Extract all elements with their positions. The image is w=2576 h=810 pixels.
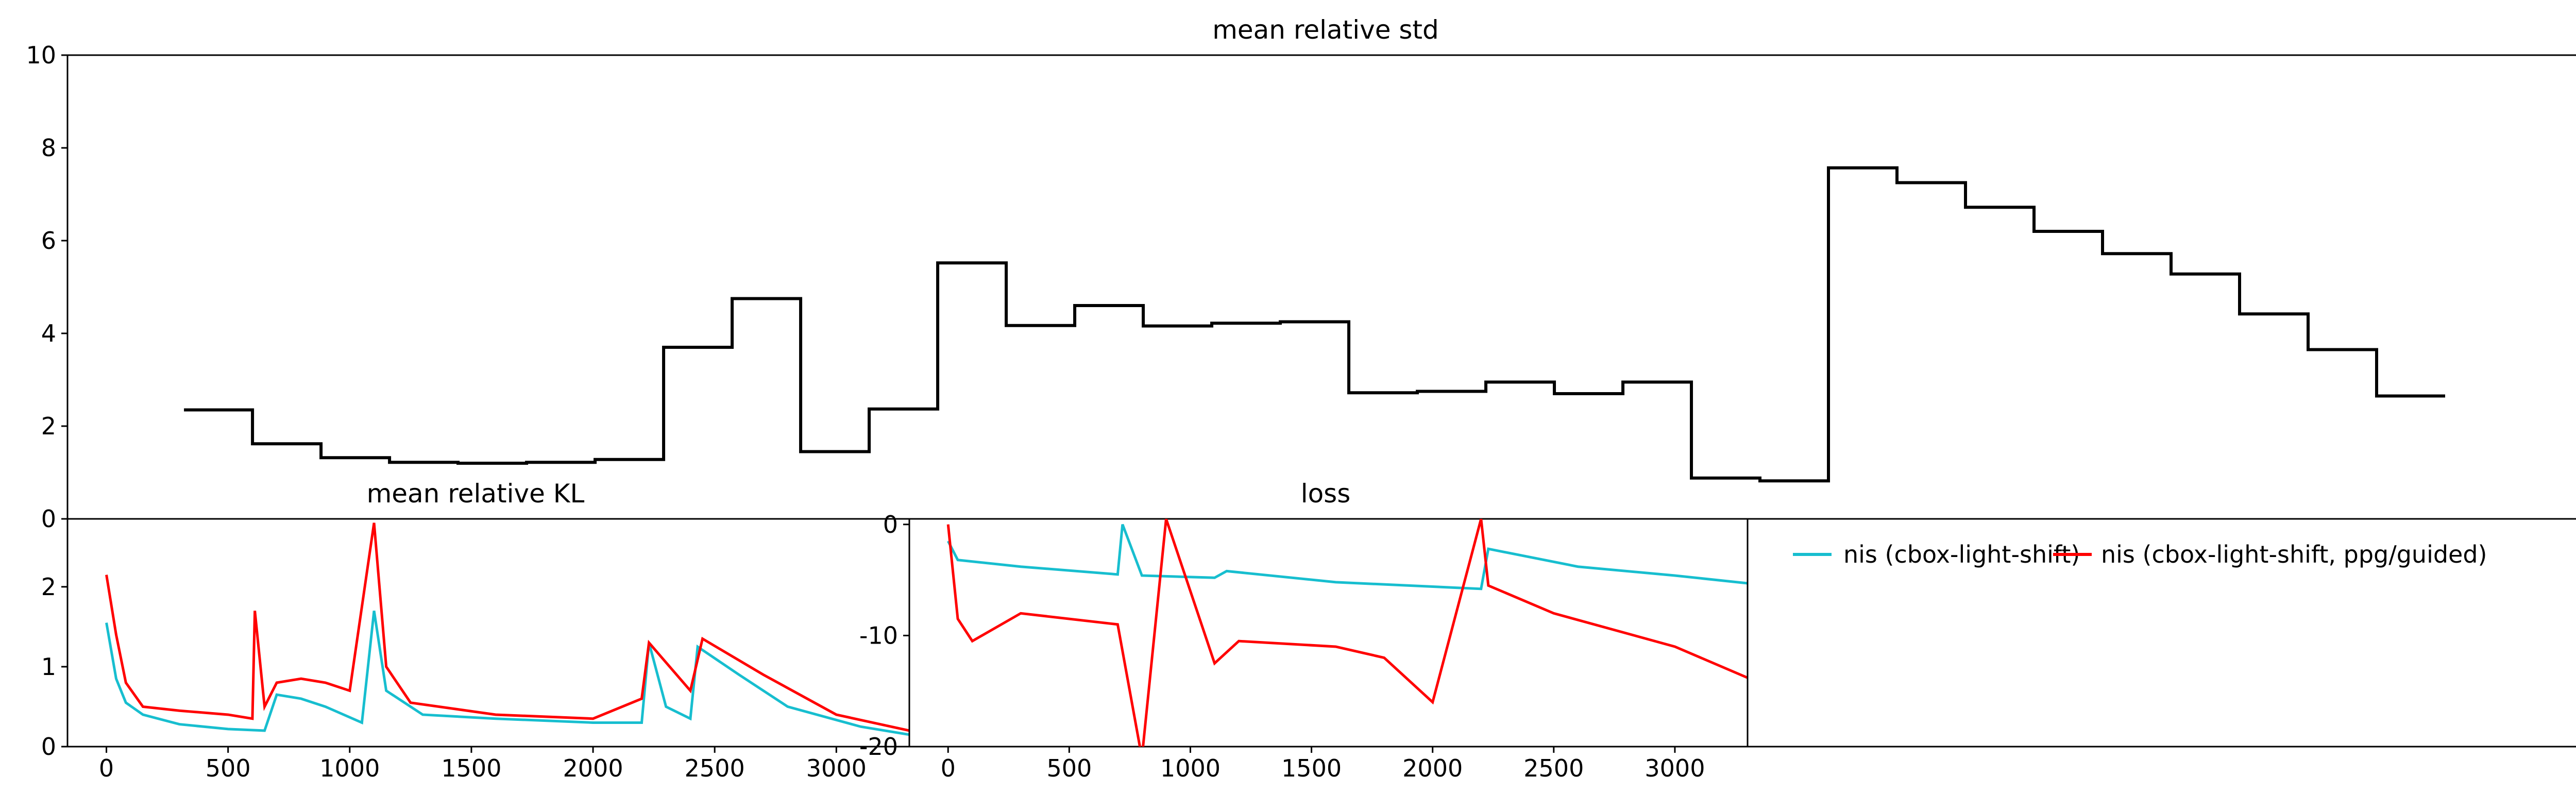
- loss-x-tick-label: 0: [941, 754, 956, 782]
- kl-x-tick-label: 0: [99, 754, 114, 782]
- std-y-tick-label: 8: [41, 134, 56, 162]
- kl-axes: mean relative KL 0 500 1000 1500 2000 2500 300…: [41, 479, 910, 782]
- kl-x-tick-label: 1000: [319, 754, 380, 782]
- std-y-ticks: 0 2 4 6 8 10: [26, 41, 67, 533]
- loss-x-tick-label: 1500: [1281, 754, 1342, 782]
- loss-x-tick-label: 2000: [1402, 754, 1463, 782]
- loss-y-tick-label: 0: [883, 511, 898, 538]
- loss-series: [946, 519, 1748, 747]
- std-y-tick-label: 6: [41, 227, 56, 255]
- kl-x-tick-label: 500: [206, 754, 251, 782]
- legend-label-cyan: nis (cbox-light-shift): [1843, 541, 2080, 568]
- kl-series: [105, 522, 909, 736]
- kl-y-tick-label: 2: [41, 573, 56, 601]
- legend: nis (cbox-light-shift) nis (cbox-light-s…: [1793, 541, 2487, 568]
- loss-y-tick-label: -20: [859, 733, 898, 761]
- kl-series-0-line: [105, 610, 909, 736]
- legend-label-red: nis (cbox-light-shift, ppg/guided): [2101, 541, 2487, 568]
- kl-x-tick-label: 1500: [441, 754, 501, 782]
- std-series-line: [184, 166, 2446, 483]
- kl-series-1-line: [105, 522, 909, 732]
- loss-x-tick-label: 1000: [1160, 754, 1221, 782]
- loss-y-tick-label: -10: [859, 621, 898, 649]
- loss-title: loss: [1301, 479, 1351, 509]
- kl-x-tick-label: 2500: [685, 754, 745, 782]
- std-y-tick-label: 2: [41, 412, 56, 440]
- std-y-tick-label: 10: [26, 41, 56, 69]
- kl-y-tick-label: 0: [41, 733, 56, 761]
- kl-x-tick-label: 3000: [806, 754, 867, 782]
- std-axes: mean relative std 0 2 4 6 8 10: [26, 15, 2576, 533]
- kl-y-tick-label: 1: [41, 653, 56, 681]
- loss-axes: loss 0 500 1000 1500 2000 2500 3000 0 -10 -20: [859, 479, 1749, 782]
- std-y-tick-label: 0: [41, 505, 56, 533]
- loss-series-0-line: [947, 524, 1748, 590]
- kl-title: mean relative KL: [367, 479, 585, 509]
- loss-x-tick-label: 2500: [1523, 754, 1584, 782]
- loss-x-tick-label: 500: [1046, 754, 1092, 782]
- loss-ticks: 0 500 1000 1500 2000 2500 3000 0 -10 -20: [859, 511, 1705, 782]
- kl-x-tick-label: 2000: [563, 754, 623, 782]
- loss-series-1-line: [946, 519, 1748, 747]
- std-y-tick-label: 4: [41, 319, 56, 347]
- loss-x-tick-label: 3000: [1645, 754, 1705, 782]
- kl-ticks: 0 500 1000 1500 2000 2500 3000 0 1 2: [41, 573, 867, 782]
- std-title: mean relative std: [1212, 15, 1439, 45]
- legend-axes: nis (cbox-light-shift) nis (cbox-light-s…: [1747, 518, 2576, 748]
